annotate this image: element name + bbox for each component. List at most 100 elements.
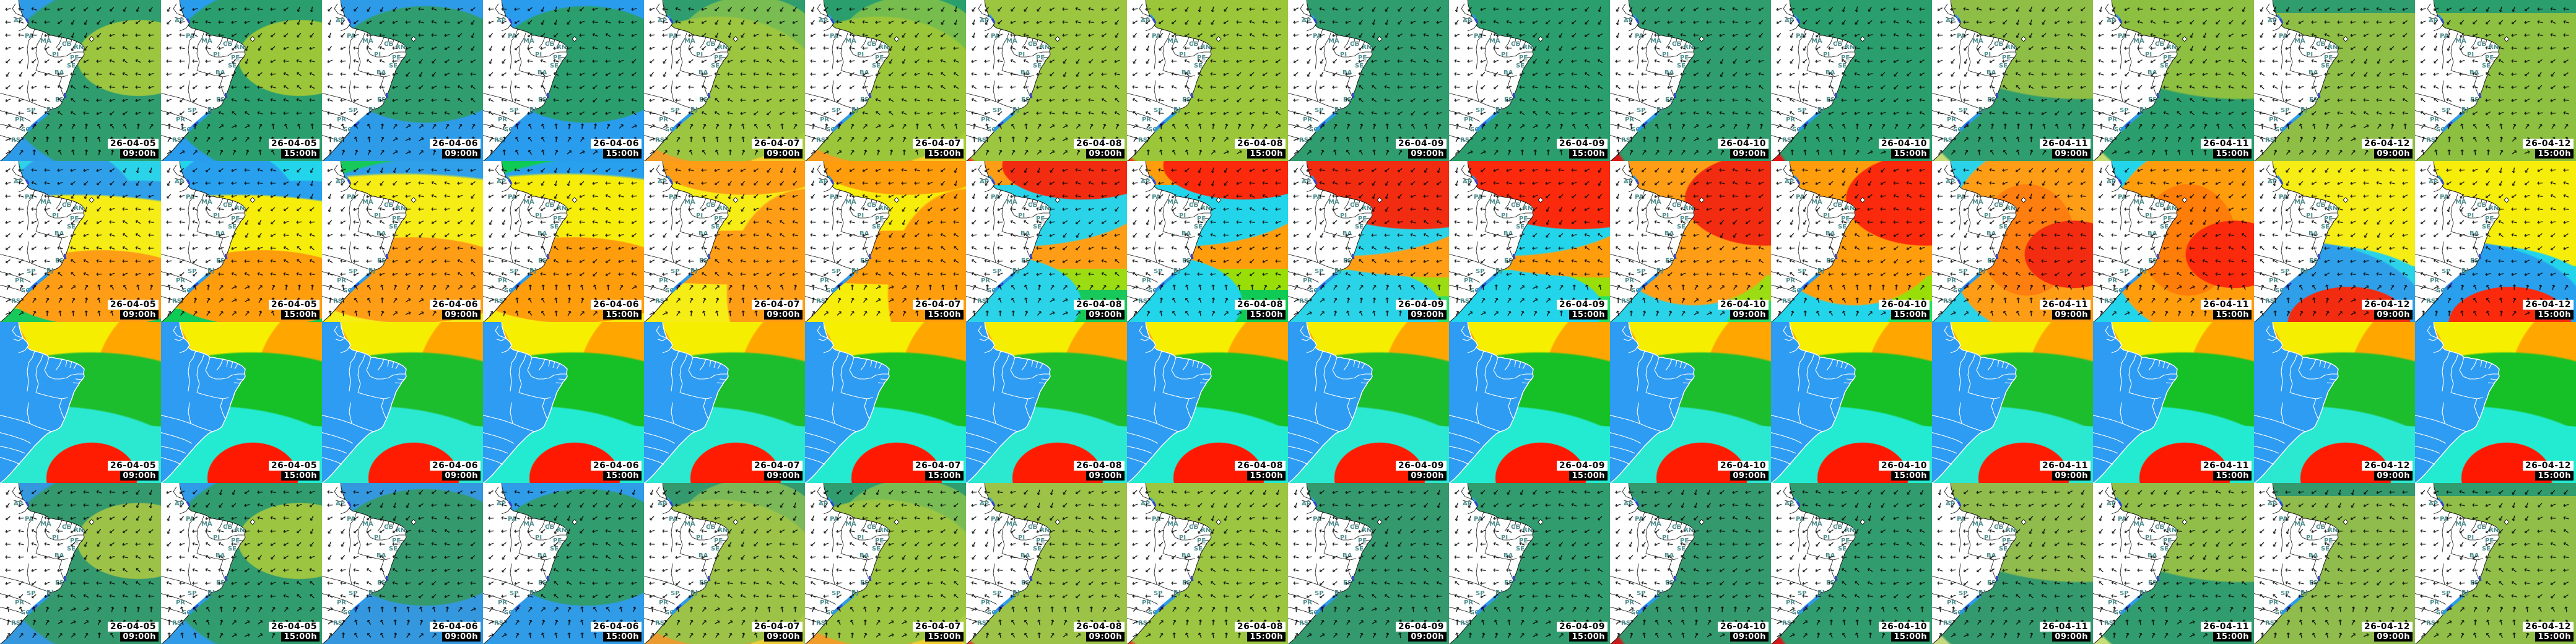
- forecast-map-tile[interactable]: AP PA MA CE RN PI PE SE BA ES SP RJ PR SC RS → → → → → → → → → →…: [1449, 0, 1610, 161]
- date-label: 26-04-09: [1395, 300, 1447, 310]
- wind-arrow-icon: →: [177, 295, 187, 305]
- wind-arrow-icon: →: [338, 82, 348, 92]
- wind-arrow-icon: →: [428, 55, 440, 67]
- wind-arrow-icon: →: [2456, 82, 2467, 92]
- wind-arrow-icon: →: [28, 68, 40, 80]
- forecast-map-tile[interactable]: AP PA MA CE RN PI PE SE BA ES SP RJ PR SC RS → → → → → → → → → →…: [2415, 0, 2576, 161]
- wind-arrow-icon: →: [659, 69, 671, 80]
- wind-arrow-icon: →: [1703, 68, 1715, 80]
- wind-arrow-icon: →: [2469, 107, 2481, 119]
- forecast-map-tile[interactable]: AP PA MA CE RN PI PE SE BA ES SP RJ PR SC RS → → → → → → → → → →…: [805, 0, 966, 161]
- wind-arrow-icon: →: [120, 69, 131, 80]
- forecast-map-tile[interactable]: AP PA MA CE RN PI PE SE BA ES SP RJ PR SC RS → → → → → → → → → →…: [0, 0, 161, 161]
- wind-arrow-icon: →: [551, 295, 561, 305]
- wind-arrow-icon: →: [724, 204, 736, 215]
- state-border-line: [0, 124, 25, 132]
- wind-arrow-icon: →: [147, 109, 156, 118]
- state-label: MA: [1006, 38, 1017, 45]
- wind-arrow-icon: →: [1196, 270, 1204, 279]
- wind-arrow-icon: →: [1395, 217, 1406, 228]
- wind-arrow-icon: →: [228, 282, 240, 294]
- forecast-map-tile[interactable]: AP PA MA CE RN PI PE SE BA ES SP RJ PR SC RS → → → → → → → → → →…: [1932, 0, 2093, 161]
- wind-arrow-icon: →: [2147, 68, 2159, 80]
- forecast-map-tile[interactable]: AP PA MA CE RN PI PE SE BA ES SP RJ PR SC RS → → → → → → → → → →…: [161, 161, 322, 322]
- wind-arrow-icon: →: [511, 134, 523, 145]
- state-label: PI: [535, 51, 542, 58]
- forecast-map-tile[interactable]: AP PA MA CE RN PI PE SE BA ES SP RJ PR SC RS → → → → → → → → → →…: [805, 161, 966, 322]
- wind-arrow-icon: →: [1851, 146, 1863, 158]
- wind-arrow-icon: →: [646, 120, 658, 132]
- forecast-map-tile[interactable]: AP PA MA CE RN PI PE SE BA ES SP RJ PR SC RS → → → → → → → → → →…: [644, 161, 805, 322]
- wind-arrow-icon: →: [1316, 230, 1328, 242]
- forecast-map-tile[interactable]: AP PA MA CE RN PI PE SE BA ES SP RJ PR SC RS → → → → → → → → → →…: [322, 0, 483, 161]
- forecast-map-tile[interactable]: AP PA MA CE RN PI PE SE BA ES SP RJ PR SC RS → → → → → → → → → →…: [1610, 0, 1771, 161]
- forecast-map-tile[interactable]: AP PA MA CE RN PI PE SE BA ES SP RJ PR SC RS → → → → → → → → → →…: [644, 0, 805, 161]
- state-label: MA: [201, 38, 212, 45]
- state-border-line: [1637, 80, 1640, 102]
- wind-arrow-icon: →: [899, 95, 910, 106]
- wind-arrow-icon: →: [982, 295, 992, 305]
- wind-arrow-icon: →: [107, 43, 117, 53]
- forecast-map-tile[interactable]: AP PA MA CE RN PI PE SE BA ES SP RJ PR SC RS → → → → → → → → → →…: [483, 161, 644, 322]
- state-border-line: [1182, 37, 1190, 49]
- forecast-map-tile[interactable]: AP PA MA CE RN PI PE SE BA ES SP RJ PR SC RS → → → → → → → → → →…: [966, 161, 1127, 322]
- wind-arrow-icon: →: [80, 95, 92, 106]
- forecast-map-tile[interactable]: AP PA MA CE RN PI PE SE BA ES SP RJ PR SC RS → → → → → → → → → →…: [1127, 161, 1288, 322]
- wind-arrow-icon: →: [2373, 29, 2385, 41]
- wind-arrow-icon: →: [898, 203, 910, 215]
- wind-arrow-icon: →: [777, 69, 788, 80]
- wind-arrow-icon: →: [2, 81, 14, 94]
- wind-arrow-icon: →: [1948, 4, 1958, 14]
- wind-arrow-icon: →: [1330, 95, 1340, 105]
- wind-arrow-icon: →: [1329, 295, 1341, 307]
- forecast-map-tile[interactable]: AP PA MA CE RN PI PE SE BA ES SP RJ PR SC RS → → → → → → → → → →…: [1449, 161, 1610, 322]
- wind-arrow-icon: →: [1568, 190, 1580, 202]
- forecast-map-tile[interactable]: AP PA MA CE RN PI PE SE BA ES SP RJ PR SC RS → → → → → → → → → →…: [2093, 0, 2254, 161]
- wind-arrow-icon: →: [106, 120, 118, 133]
- wind-arrow-icon: →: [1853, 122, 1861, 131]
- forecast-map-tile[interactable]: AP PA MA CE RN PI PE SE BA ES SP RJ PR SC RS → → → → → → → → → →…: [2254, 0, 2415, 161]
- forecast-map-tile[interactable]: AP PA MA CE RN PI PE SE BA ES SP RJ PR SC RS → → → → → → → → → →…: [1771, 0, 1932, 161]
- wind-arrow-icon: →: [564, 269, 575, 280]
- wind-arrow-icon: →: [2174, 82, 2184, 92]
- wind-arrow-icon: →: [1246, 255, 1258, 268]
- forecast-map-tile[interactable]: AP PA MA CE RN PI PE SE BA ES SP RJ PR SC RS → → → → → → → → → →…: [0, 161, 161, 322]
- wind-arrow-icon: →: [952, 283, 961, 292]
- forecast-map-tile[interactable]: AP PA MA CE RN PI PE SE BA ES SP RJ PR SC RS → → → → → → → → → →…: [483, 0, 644, 161]
- wind-arrow-icon: →: [1947, 68, 1959, 80]
- state-border-line: [1039, 41, 1043, 48]
- forecast-map-tile[interactable]: AP PA MA CE RN PI PE SE BA ES SP RJ PR SC RS → → → → → → → → → →…: [322, 161, 483, 322]
- coastal-water-accent: [1190, 92, 1194, 98]
- wind-arrow-icon: →: [442, 17, 451, 27]
- wind-arrow-icon: →: [2334, 120, 2346, 133]
- forecast-map-tile[interactable]: AP PA MA CE RN PI PE SE BA ES SP RJ PR SC RS → → → → → → → → → →…: [1288, 161, 1449, 322]
- wind-arrow-icon: →: [189, 69, 201, 80]
- wind-arrow-icon: →: [1542, 120, 1554, 133]
- wind-arrow-icon: →: [2386, 55, 2398, 67]
- wind-arrow-icon: →: [725, 230, 736, 241]
- wind-arrow-icon: →: [673, 165, 684, 176]
- wind-arrow-icon: →: [352, 257, 360, 266]
- wind-arrow-icon: →: [1168, 133, 1180, 145]
- coastal-water-accent: [385, 92, 389, 98]
- forecast-map-tile[interactable]: AP PA MA CE RN PI PE SE BA ES SP RJ PR SC RS → → → → → → → → → →…: [966, 0, 1127, 161]
- wind-arrow-icon: →: [2026, 30, 2037, 41]
- wind-arrow-icon: →: [2549, 109, 2557, 118]
- wind-arrow-icon: →: [4, 205, 12, 214]
- wind-arrow-icon: →: [1168, 203, 1180, 215]
- wind-arrow-icon: →: [1999, 3, 2011, 15]
- forecast-map-tile[interactable]: AP PA MA CE RN PI PE SE BA ES SP RJ PR SC RS → → → → → → → → → →…: [161, 0, 322, 161]
- wind-arrow-icon: →: [2270, 147, 2281, 158]
- forecast-map-tile[interactable]: AP PA MA CE RN PI PE SE BA ES SP RJ PR SC RS → → → → → → → → → →…: [1127, 0, 1288, 161]
- wind-arrow-icon: →: [2561, 95, 2570, 105]
- state-border-line: [1685, 56, 1693, 58]
- forecast-map-tile[interactable]: AP PA MA CE RN PI PE SE BA ES SP RJ PR SC RS → → → → → → → → → →…: [1288, 0, 1449, 161]
- wind-arrow-icon: →: [1640, 135, 1649, 144]
- wind-arrow-icon: →: [590, 121, 600, 131]
- wind-arrow-icon: →: [1653, 70, 1661, 79]
- wind-arrow-icon: →: [80, 256, 92, 268]
- wind-arrow-icon: →: [1451, 16, 1463, 28]
- wind-arrow-icon: →: [2095, 134, 2107, 145]
- wind-arrow-icon: →: [912, 69, 923, 80]
- state-border-line: [1675, 38, 1677, 45]
